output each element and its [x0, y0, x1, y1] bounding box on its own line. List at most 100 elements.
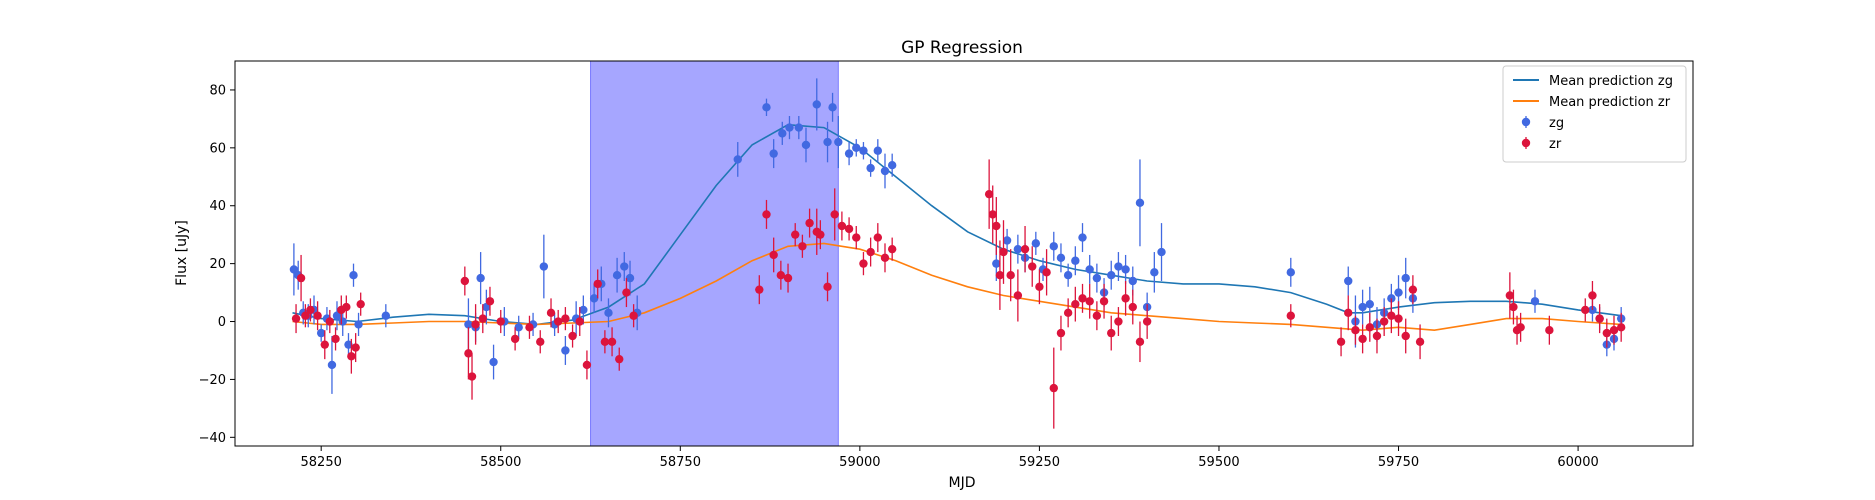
- data-point: [607, 337, 617, 346]
- data-point: [823, 137, 832, 147]
- data-point: [1035, 282, 1044, 291]
- data-point: [467, 372, 477, 381]
- data-point: [830, 210, 839, 219]
- data-point: [852, 143, 861, 153]
- data-point: [485, 297, 495, 306]
- data-point: [801, 140, 811, 150]
- x-tick-label: 58500: [480, 455, 521, 470]
- data-point: [1049, 242, 1058, 251]
- data-point: [816, 230, 825, 239]
- data-point: [1085, 297, 1094, 306]
- data-point: [464, 349, 473, 358]
- data-point: [1135, 198, 1145, 208]
- legend-label: Mean prediction zr: [1549, 95, 1671, 110]
- data-point: [615, 354, 624, 364]
- data-point: [783, 273, 793, 283]
- series-mean-prediction-zr: [292, 242, 1622, 332]
- data-point: [1063, 308, 1073, 318]
- x-tick-label: 58250: [301, 455, 342, 470]
- data-point: [798, 242, 807, 251]
- shaded-region: [590, 60, 839, 447]
- data-point: [332, 311, 342, 320]
- data-point: [313, 311, 322, 320]
- data-point: [1150, 268, 1159, 277]
- data-point: [859, 259, 868, 268]
- data-point: [873, 146, 883, 155]
- data-point: [347, 352, 356, 361]
- x-tick-label: 60000: [1557, 455, 1598, 470]
- data-point: [344, 340, 353, 349]
- data-point: [1020, 244, 1030, 254]
- data-point: [1286, 268, 1295, 277]
- data-point: [844, 149, 854, 158]
- legend-label: Mean prediction zg: [1549, 74, 1673, 89]
- data-point: [1616, 323, 1626, 332]
- data-point: [582, 360, 592, 370]
- data-point: [992, 259, 1001, 268]
- data-point: [1085, 265, 1094, 274]
- data-point: [1107, 271, 1116, 280]
- data-point: [733, 155, 742, 164]
- x-tick-label: 59750: [1378, 455, 1419, 470]
- data-point: [331, 334, 340, 344]
- data-point: [992, 221, 1001, 231]
- plot-area: 58250 58500 58750 59000 59250 59500 59750 60000…: [199, 60, 1694, 470]
- data-point: [1128, 276, 1137, 286]
- data-point: [296, 273, 306, 283]
- legend-label: zr: [1549, 137, 1562, 152]
- data-point: [1401, 273, 1410, 283]
- data-point: [1588, 291, 1597, 300]
- data-point: [1114, 317, 1123, 326]
- data-point: [1365, 299, 1374, 309]
- data-point: [604, 308, 613, 318]
- data-point: [1071, 299, 1080, 309]
- data-point: [489, 357, 498, 367]
- data-point: [510, 334, 520, 344]
- data-point: [984, 189, 994, 199]
- data-point: [1379, 317, 1389, 326]
- data-point: [1128, 302, 1137, 312]
- series-zg: [289, 78, 1626, 394]
- data-point: [1028, 262, 1037, 271]
- data-point: [880, 253, 890, 263]
- data-point: [859, 146, 868, 155]
- data-point: [1078, 294, 1087, 303]
- data-point: [289, 265, 299, 274]
- data-point: [301, 311, 310, 320]
- data-point: [1063, 271, 1073, 280]
- data-point: [1372, 331, 1382, 341]
- data-point: [1135, 337, 1145, 346]
- data-point: [593, 279, 602, 289]
- series-zr: [291, 159, 1626, 429]
- data-point: [1121, 294, 1130, 303]
- data-point: [320, 340, 329, 349]
- data-point: [887, 161, 897, 170]
- data-point: [306, 305, 315, 315]
- data-point: [525, 323, 534, 332]
- data-point: [1013, 291, 1023, 300]
- data-point: [762, 103, 771, 112]
- data-point: [536, 337, 545, 346]
- data-point: [568, 331, 577, 341]
- data-point: [1336, 337, 1346, 346]
- data-point: [1031, 239, 1041, 248]
- data-point: [496, 317, 505, 326]
- data-point: [1415, 337, 1425, 346]
- data-point: [1344, 276, 1353, 286]
- data-point: [612, 271, 622, 280]
- y-tick-label: 40: [209, 199, 226, 214]
- data-point: [1002, 236, 1012, 245]
- data-point: [1394, 288, 1403, 297]
- data-point: [866, 163, 875, 173]
- data-point: [1387, 311, 1396, 320]
- data-point: [1516, 323, 1525, 332]
- data-point: [356, 299, 365, 309]
- data-point: [464, 320, 473, 329]
- data-point: [1505, 291, 1515, 300]
- data-point: [325, 317, 335, 326]
- series-line: [292, 242, 1622, 332]
- data-point: [575, 317, 584, 326]
- data-point: [316, 328, 326, 338]
- data-point: [1351, 326, 1360, 335]
